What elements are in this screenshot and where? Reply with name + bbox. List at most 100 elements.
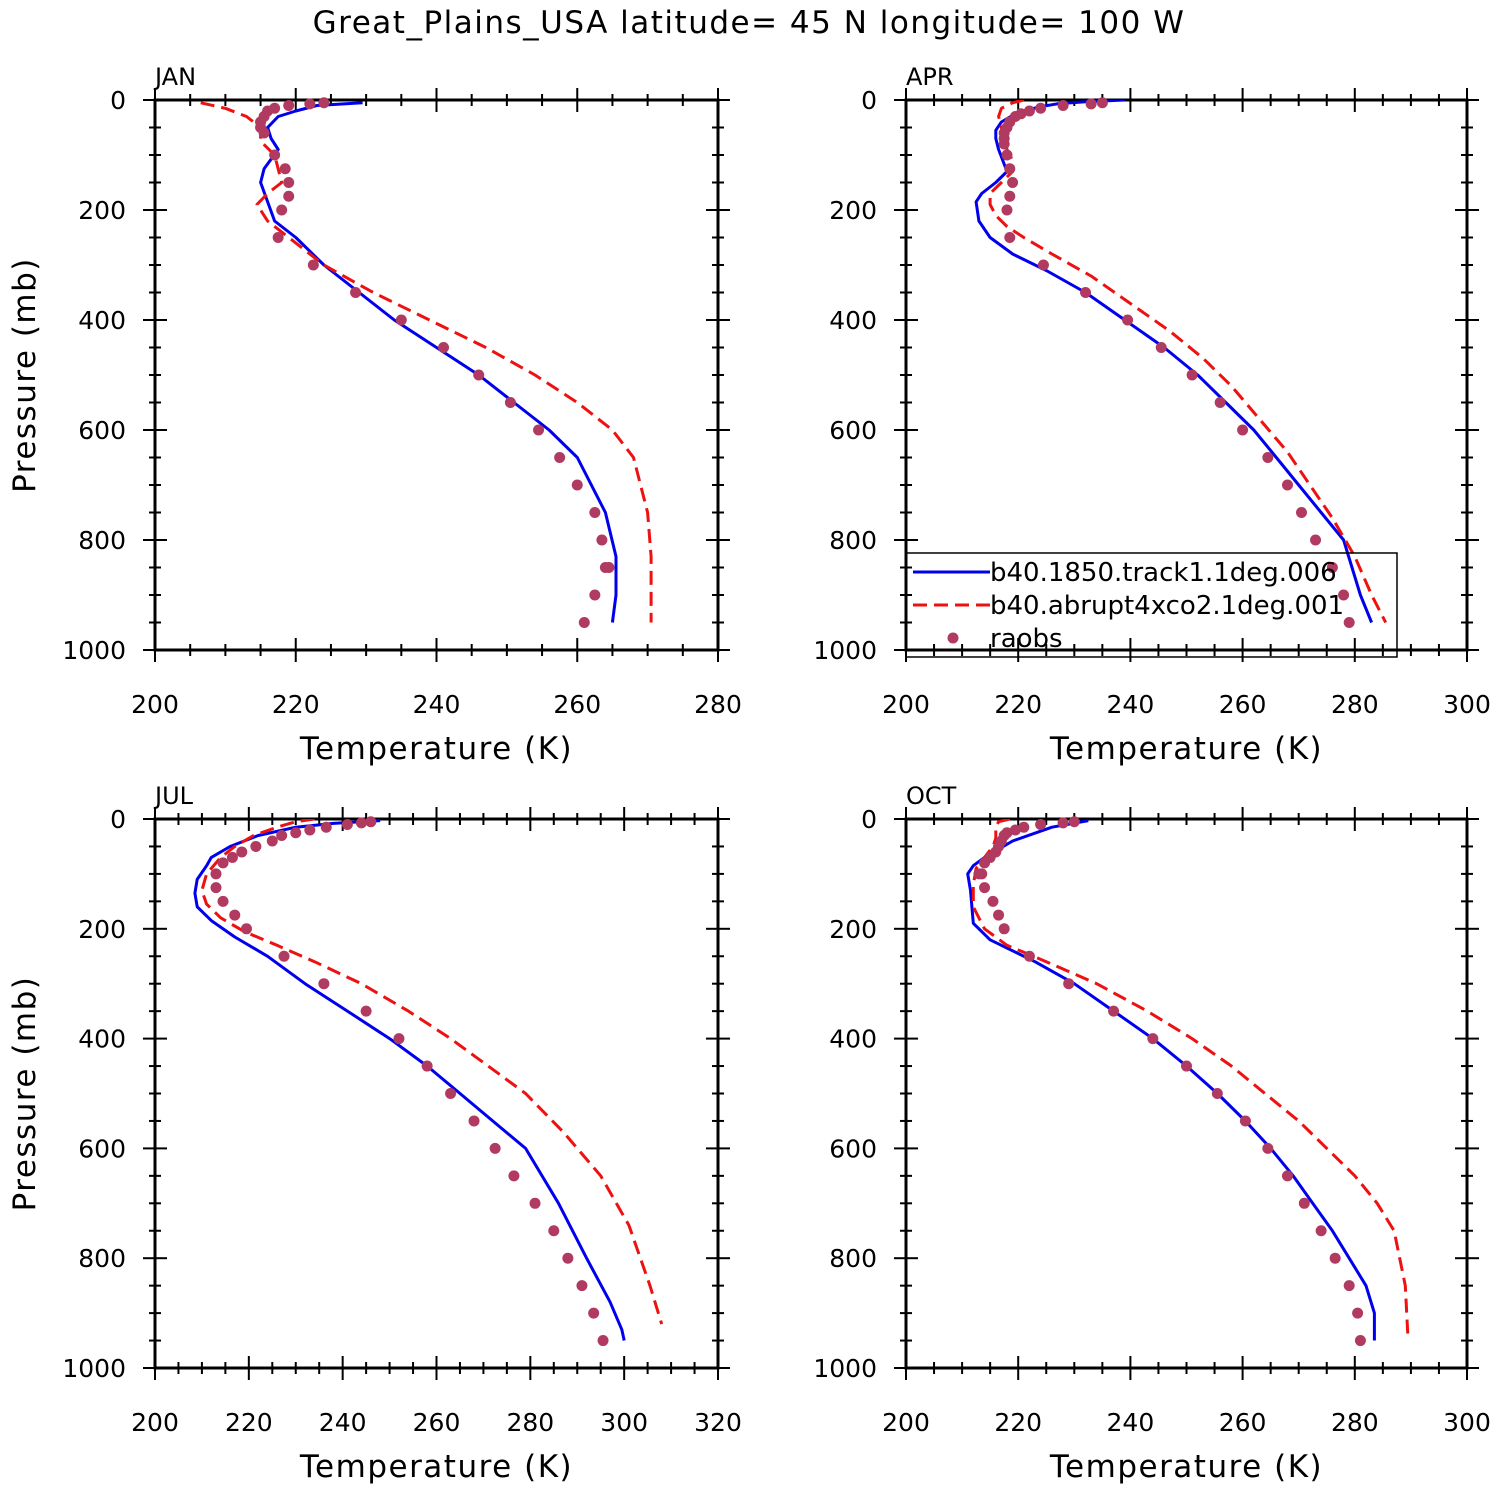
raobs-point bbox=[589, 589, 601, 601]
raobs-point bbox=[1147, 1033, 1159, 1045]
x-tick-label: 260 bbox=[413, 1408, 461, 1437]
y-tick-label: 0 bbox=[110, 805, 126, 834]
raobs-point bbox=[1035, 818, 1047, 830]
raobs-point bbox=[278, 950, 290, 962]
raobs-point bbox=[1108, 1005, 1120, 1017]
y-tick-label: 0 bbox=[861, 86, 877, 115]
panel-label: JAN bbox=[153, 63, 196, 91]
raobs-point bbox=[1262, 1142, 1274, 1154]
raobs-point bbox=[236, 846, 248, 858]
raobs-point bbox=[341, 818, 353, 830]
raobs-point bbox=[508, 1170, 520, 1182]
raobs-point bbox=[571, 479, 583, 491]
x-axis-title: Temperature (K) bbox=[1049, 731, 1323, 767]
raobs-point bbox=[597, 1335, 609, 1347]
raobs-point bbox=[1298, 1197, 1310, 1209]
raobs-point bbox=[998, 923, 1010, 935]
raobs-point bbox=[1214, 397, 1226, 408]
raobs-point bbox=[1096, 97, 1108, 109]
y-tick-label: 800 bbox=[78, 1244, 126, 1273]
raobs-point bbox=[1237, 424, 1249, 436]
raobs-point bbox=[1352, 1307, 1364, 1319]
x-tick-label: 280 bbox=[1331, 1408, 1379, 1437]
raobs-point bbox=[596, 534, 608, 546]
x-tick-label: 220 bbox=[994, 1408, 1042, 1437]
raobs-point bbox=[1085, 98, 1097, 110]
panel-apr: APR 200 220 240 260 280 300 0 200 400 600 800 1000 Te… bbox=[813, 63, 1490, 767]
raobs-point bbox=[355, 817, 367, 829]
y-tick-label: 600 bbox=[78, 416, 126, 445]
series-line-4xco2 bbox=[988, 100, 1388, 624]
raobs-point bbox=[393, 1033, 405, 1045]
raobs-point bbox=[993, 909, 1005, 921]
raobs-point bbox=[283, 177, 295, 188]
raobs-point bbox=[473, 369, 485, 381]
raobs-point bbox=[1007, 177, 1019, 188]
y-tick-label: 400 bbox=[78, 1025, 126, 1054]
raobs-point bbox=[1001, 204, 1013, 216]
legend-label: b40.1850.track1.1deg.006 bbox=[990, 558, 1337, 588]
raobs-point bbox=[1001, 149, 1013, 161]
x-tick-label: 260 bbox=[1219, 690, 1267, 719]
raobs-point bbox=[1004, 163, 1016, 175]
x-tick-label: 240 bbox=[1107, 1408, 1155, 1437]
x-tick-label: 220 bbox=[225, 1408, 273, 1437]
raobs-point bbox=[1063, 978, 1075, 990]
panel-label: OCT bbox=[906, 782, 957, 810]
x-tick-label: 300 bbox=[1443, 690, 1491, 719]
y-tick-label: 400 bbox=[829, 306, 877, 335]
raobs-point bbox=[365, 816, 377, 828]
raobs-point bbox=[603, 562, 615, 573]
series-line-control bbox=[193, 819, 626, 1341]
raobs-point bbox=[304, 98, 316, 110]
raobs-point bbox=[304, 824, 316, 836]
plot-frame bbox=[153, 98, 720, 652]
raobs-point bbox=[210, 882, 222, 894]
raobs-point bbox=[320, 821, 332, 833]
series-line-control bbox=[966, 819, 1376, 1341]
y-tick-label: 200 bbox=[829, 196, 877, 225]
x-tick-label: 200 bbox=[882, 1408, 930, 1437]
figure-title: Great_Plains_USA latitude= 45 N longitud… bbox=[313, 5, 1186, 41]
raobs-point bbox=[1080, 287, 1092, 298]
raobs-point bbox=[290, 827, 302, 839]
x-tick-label: 280 bbox=[694, 690, 742, 719]
x-tick-label: 300 bbox=[1443, 1408, 1491, 1437]
series-raobs bbox=[255, 97, 615, 628]
raobs-point bbox=[395, 314, 407, 326]
raobs-point bbox=[1181, 1060, 1192, 1072]
raobs-point bbox=[229, 909, 241, 921]
series-raobs bbox=[210, 816, 609, 1347]
raobs-point bbox=[987, 895, 999, 907]
panel-oct: OCT 200 220 240 260 280 300 0 200 400 600 800 1000 Te… bbox=[813, 782, 1490, 1485]
x-axis-title: Temperature (K) bbox=[299, 1449, 573, 1485]
raobs-point bbox=[438, 342, 450, 353]
raobs-point bbox=[1004, 232, 1016, 243]
raobs-point bbox=[1009, 824, 1021, 836]
panel-jul: JUL 200 220 240 260 280 300 320 0 200 400 600 800 100… bbox=[7, 782, 742, 1485]
raobs-point bbox=[998, 138, 1010, 150]
raobs-point bbox=[279, 163, 291, 175]
x-tick-label: 300 bbox=[600, 1408, 648, 1437]
raobs-point bbox=[307, 259, 319, 271]
panel-label: JUL bbox=[153, 782, 194, 810]
x-tick-label: 320 bbox=[694, 1408, 742, 1437]
raobs-point bbox=[468, 1115, 480, 1127]
raobs-point bbox=[283, 100, 295, 111]
raobs-point bbox=[1239, 1115, 1251, 1127]
raobs-point bbox=[445, 1088, 457, 1099]
raobs-point bbox=[421, 1060, 433, 1072]
y-tick-label: 600 bbox=[78, 1134, 126, 1163]
x-tick-label: 200 bbox=[882, 690, 930, 719]
raobs-point bbox=[979, 882, 991, 894]
panel-label: APR bbox=[906, 63, 954, 91]
x-tick-label: 280 bbox=[506, 1408, 554, 1437]
panels: JAN 200 220 240 260 280 0 200 400 600 800 1000 Tempe… bbox=[7, 63, 1491, 1485]
raobs-point bbox=[504, 397, 516, 408]
raobs-point bbox=[1186, 369, 1198, 381]
raobs-point bbox=[554, 452, 566, 463]
raobs-point bbox=[258, 127, 270, 139]
raobs-point bbox=[350, 287, 362, 298]
raobs-point bbox=[1329, 1252, 1341, 1264]
x-tick-label: 260 bbox=[1219, 1408, 1267, 1437]
